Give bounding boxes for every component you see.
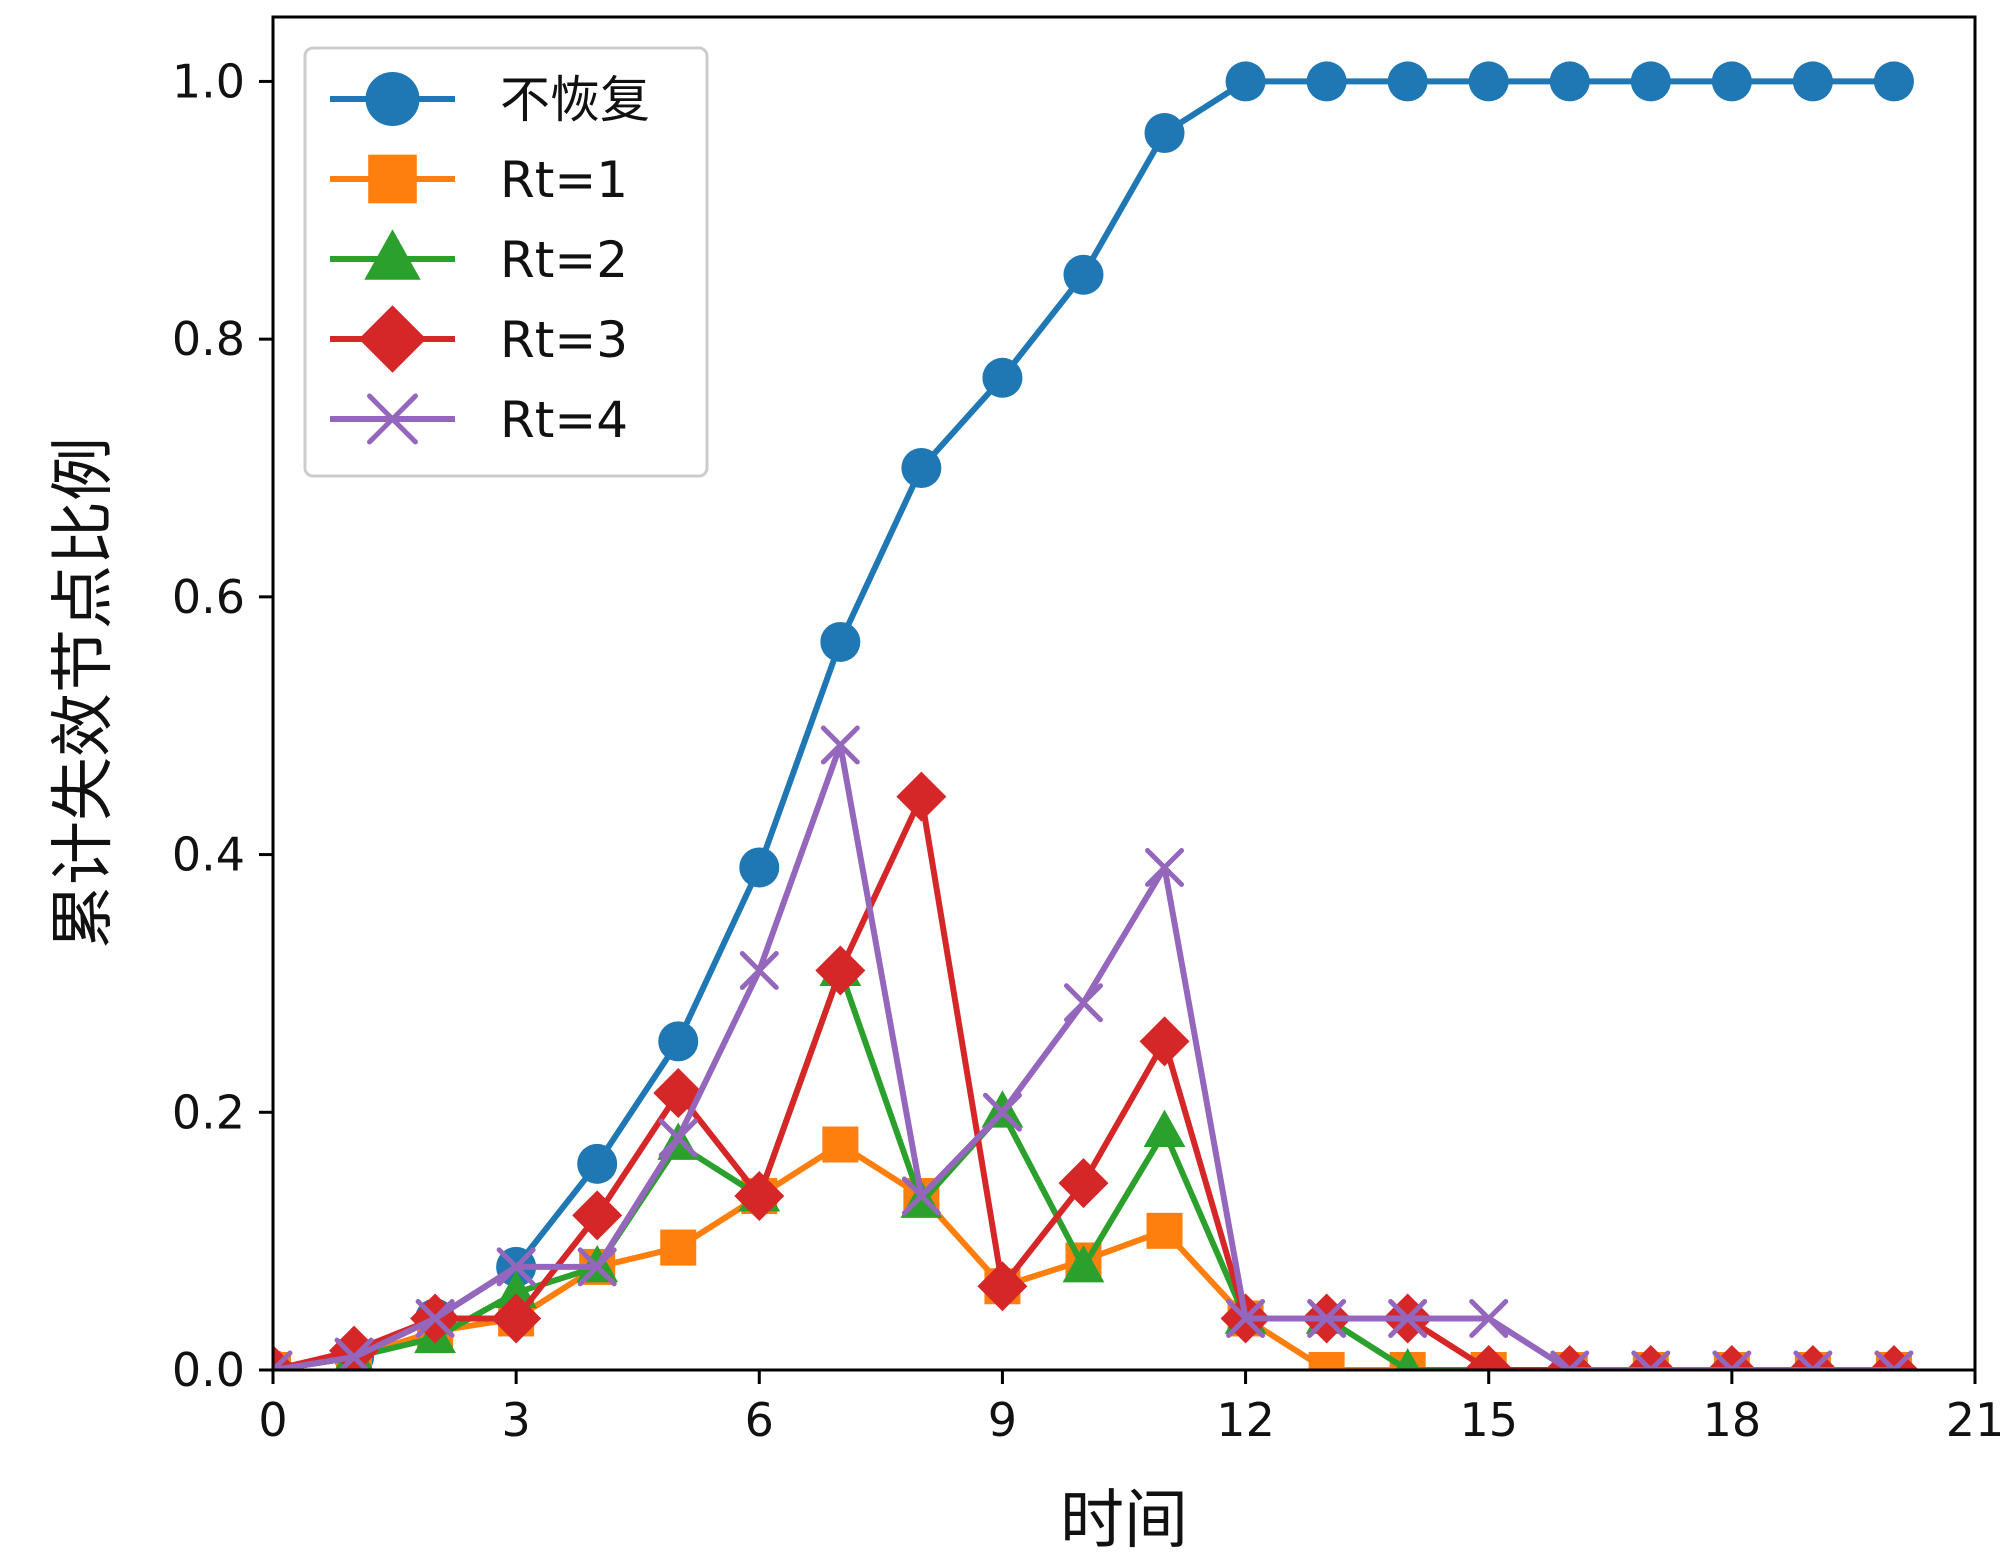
legend-label: Rt=4 — [500, 391, 628, 449]
data-point — [1630, 61, 1671, 102]
data-point — [896, 771, 947, 822]
x-axis-title: 时间 — [1060, 1484, 1188, 1556]
axis-ticks: 0 3 6 9 12 15 18 21 0.0 0.2 0.4 0.6 0.8 1.0 — [172, 54, 2000, 1447]
legend-marker — [365, 72, 420, 126]
data-point — [739, 847, 780, 888]
data-point — [1145, 847, 1185, 887]
data-point — [1308, 1352, 1345, 1370]
data-point — [1468, 61, 1509, 102]
data-point — [734, 1171, 785, 1222]
data-point — [658, 1021, 699, 1062]
data-point — [1712, 1350, 1752, 1370]
series-5 — [273, 725, 1914, 1370]
data-point — [496, 1247, 536, 1287]
data-point — [658, 1118, 698, 1158]
x-tick-label: 0 — [258, 1393, 287, 1447]
data-point — [1787, 1345, 1838, 1370]
legend-marker — [368, 154, 417, 204]
data-point — [1307, 1298, 1347, 1338]
legend-entry-3: Rt=2 — [330, 229, 628, 289]
series-layer — [273, 61, 1919, 1370]
legend-entry-4: Rt=3 — [330, 305, 628, 373]
data-point — [273, 1350, 293, 1370]
y-tick-label: 0.6 — [172, 570, 245, 624]
data-point — [1868, 1345, 1919, 1370]
legend-label: Rt=2 — [500, 231, 628, 289]
data-point — [1792, 61, 1833, 102]
data-point — [1463, 1345, 1514, 1370]
data-point — [1139, 1016, 1190, 1067]
plot-area-frame — [271, 15, 1977, 1372]
data-point — [1306, 61, 1347, 102]
x-tick-label: 12 — [1216, 1393, 1275, 1447]
data-point — [982, 357, 1023, 398]
x-tick-label: 18 — [1703, 1393, 1762, 1447]
data-point — [1873, 61, 1914, 102]
data-point — [822, 1126, 859, 1163]
legend-label: Rt=1 — [500, 151, 628, 209]
legend-marker — [358, 305, 427, 373]
x-tick-label: 3 — [502, 1393, 531, 1447]
data-point — [495, 1270, 538, 1309]
y-tick-label: 0.8 — [172, 312, 245, 366]
data-point — [977, 1261, 1028, 1312]
x-tick-label: 6 — [745, 1393, 774, 1447]
legend: 不恢复 Rt=1 Rt=2 Rt=3 Rt=4 — [303, 46, 709, 478]
data-point — [1549, 61, 1590, 102]
legend-marker — [364, 229, 421, 280]
y-axis-title: 累计失效节点比例 — [47, 437, 121, 949]
legend-label: Rt=3 — [500, 311, 628, 369]
data-point — [1793, 1350, 1833, 1370]
data-point — [820, 725, 860, 765]
data-point — [660, 1229, 697, 1266]
legend-entry-2: Rt=1 — [330, 151, 628, 209]
data-point — [1062, 1244, 1105, 1283]
data-point — [1388, 1298, 1428, 1338]
data-point — [1226, 1298, 1266, 1338]
y-tick-label: 0.4 — [172, 828, 245, 882]
data-point — [820, 621, 861, 662]
data-point — [1706, 1345, 1757, 1370]
data-point — [491, 1293, 542, 1344]
data-point — [1146, 1212, 1183, 1249]
data-point — [1144, 112, 1185, 153]
data-point — [739, 951, 779, 991]
x-tick-label: 15 — [1459, 1393, 1518, 1447]
x-tick-label: 21 — [1946, 1393, 2000, 1447]
data-point — [1625, 1345, 1676, 1370]
data-point — [1711, 61, 1752, 102]
y-tick-label: 1.0 — [172, 54, 245, 108]
data-point — [1063, 254, 1104, 295]
data-point — [1874, 1350, 1914, 1370]
legend-entry-1: 不恢复 — [330, 71, 650, 129]
data-point — [1225, 61, 1266, 102]
y-tick-label: 0.0 — [172, 1343, 245, 1397]
data-point — [577, 1247, 617, 1287]
data-point — [1143, 1109, 1186, 1148]
y-tick-label: 0.2 — [172, 1085, 245, 1139]
data-point — [1395, 1348, 1420, 1370]
data-point — [901, 1176, 941, 1216]
data-point — [577, 1143, 618, 1184]
data-point — [1631, 1350, 1671, 1370]
data-point — [982, 1092, 1022, 1132]
data-point — [901, 448, 942, 488]
legend-marker — [367, 393, 418, 445]
x-tick-label: 9 — [988, 1393, 1017, 1447]
data-point — [1387, 61, 1428, 102]
data-point — [572, 1190, 623, 1241]
data-point — [1469, 1298, 1509, 1338]
data-point — [334, 1337, 374, 1370]
data-point — [1063, 983, 1103, 1023]
data-point — [1058, 1158, 1109, 1209]
legend-label: 不恢复 — [500, 71, 650, 129]
legend-entry-5: Rt=4 — [330, 391, 628, 449]
data-point — [415, 1298, 455, 1338]
data-point — [815, 945, 866, 996]
data-point — [1550, 1350, 1590, 1370]
